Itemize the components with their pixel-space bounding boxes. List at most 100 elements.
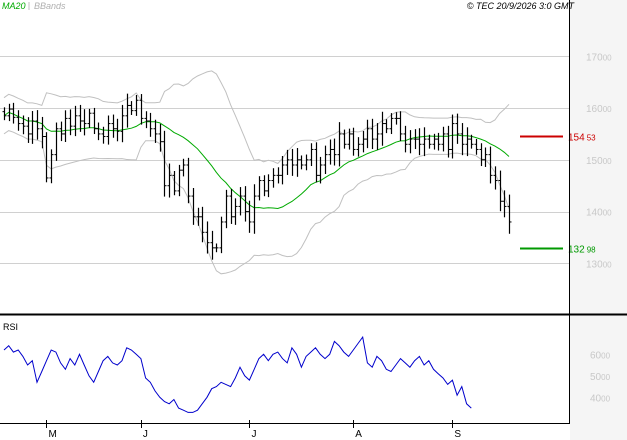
ohlc-bar <box>229 188 234 224</box>
ohlc-bar <box>290 148 295 176</box>
ohlc-bar <box>271 168 276 188</box>
ohlc-bar <box>40 116 45 149</box>
rsi-series-line <box>3 335 472 413</box>
ohlc-bar <box>337 122 342 167</box>
ohlc-bar <box>332 138 337 166</box>
ohlc-bar <box>129 101 134 115</box>
ohlc-bar <box>139 94 144 125</box>
ohlc-bar <box>186 157 191 204</box>
ohlc-bar <box>365 119 370 149</box>
price-tick-label: 14000 <box>586 208 612 219</box>
ohlc-bar <box>172 171 177 196</box>
ohlc-bar <box>162 130 167 197</box>
ohlc-bar <box>299 155 304 170</box>
ohlc-bar <box>247 200 252 233</box>
ohlc-bar <box>488 146 493 184</box>
ohlc-bar <box>380 111 385 146</box>
ohlc-bar <box>398 111 403 142</box>
ohlc-bar <box>318 156 323 184</box>
ohlc-bar <box>233 198 238 225</box>
price-levels: 154 53 132 98 <box>520 133 596 256</box>
ohlc-bar <box>441 126 446 152</box>
time-tick-label: A <box>355 429 362 440</box>
ohlc-bar <box>432 133 437 150</box>
ohlc-bar <box>134 94 139 116</box>
ohlc-bar <box>144 111 149 129</box>
legend-bbands: BBands <box>34 1 66 11</box>
ohlc-bar <box>304 154 309 171</box>
ohlc-bar <box>219 216 224 254</box>
ohlc-bar <box>422 127 427 157</box>
ohlc-bar <box>498 170 503 212</box>
ohlc-bar <box>413 129 418 150</box>
ohlc-bar <box>266 174 271 198</box>
ohlc-bar <box>44 132 49 183</box>
rsi-label: RSI <box>3 322 18 332</box>
ohlc-bar <box>87 108 92 128</box>
time-tick-label: J <box>143 429 148 440</box>
ohlc-bar <box>11 102 16 124</box>
rsi-tick-label: 6000 <box>590 350 611 361</box>
ohlc-bar <box>200 206 205 243</box>
ohlc-bar <box>460 123 465 156</box>
ohlc-bar <box>455 113 460 144</box>
ohlc-bar <box>342 129 347 149</box>
ohlc-bar <box>30 111 35 144</box>
ohlc-bar <box>68 109 73 136</box>
ohlc-bar <box>78 104 83 132</box>
ohlc-bar <box>356 137 361 157</box>
ohlc-bar <box>214 243 219 253</box>
price-level-label-lower: 132 98 <box>568 245 596 256</box>
rsi-tick-label: 4000 <box>590 393 611 404</box>
ohlc-bar <box>309 143 314 167</box>
ohlc-bar <box>280 155 285 185</box>
ohlc-bar <box>224 189 229 229</box>
price-tick-label: 16000 <box>586 104 612 115</box>
ohlc-bar <box>82 109 87 136</box>
ohlc-bar <box>35 110 40 140</box>
ohlc-bar <box>314 142 319 183</box>
ohlc-bar <box>493 166 498 190</box>
ohlc-bar <box>243 186 248 222</box>
price-level-label-upper: 154 53 <box>568 133 596 144</box>
ohlc-bar <box>16 110 21 131</box>
ohlc-bar <box>389 113 394 135</box>
ohlc-bar <box>115 118 120 142</box>
ohlc-bars <box>2 93 512 260</box>
ohlc-bar <box>101 126 106 144</box>
ohlc-bar <box>257 176 262 201</box>
rsi-line <box>3 335 472 413</box>
ohlc-bar <box>483 147 488 167</box>
ohlc-bar <box>502 190 507 218</box>
ohlc-bar <box>158 123 163 152</box>
price-tick-label: 17000 <box>586 52 612 63</box>
ohlc-bar <box>7 103 12 122</box>
ohlc-bar <box>210 230 215 260</box>
ohlc-bar <box>417 128 422 156</box>
ohlc-bar <box>177 164 182 197</box>
ohlc-bar <box>295 148 300 177</box>
bbands-upper-line <box>3 70 510 165</box>
ohlc-bar <box>63 110 68 143</box>
ohlc-bar <box>474 139 479 155</box>
price-axis-ticks: 13000 14000 15000 16000 17000 <box>586 52 612 270</box>
ohlc-bar <box>54 122 59 161</box>
ohlc-bar <box>92 107 97 135</box>
ohlc-bar <box>205 221 210 254</box>
ohlc-bar <box>370 118 375 150</box>
ohlc-bar <box>26 117 31 143</box>
ohlc-bar <box>73 105 78 137</box>
time-tick-label: M <box>48 429 56 440</box>
ohlc-bar <box>196 207 201 226</box>
ohlc-bar <box>276 167 281 184</box>
ohlc-bar <box>469 134 474 149</box>
ohlc-bar <box>2 107 7 121</box>
ohlc-bar <box>436 132 441 151</box>
ohlc-bar <box>148 112 153 137</box>
ohlc-bar <box>328 139 333 165</box>
ohlc-bar <box>106 115 111 145</box>
ohlc-bar <box>238 187 243 216</box>
legend-ma20: MA20 <box>2 1 26 11</box>
